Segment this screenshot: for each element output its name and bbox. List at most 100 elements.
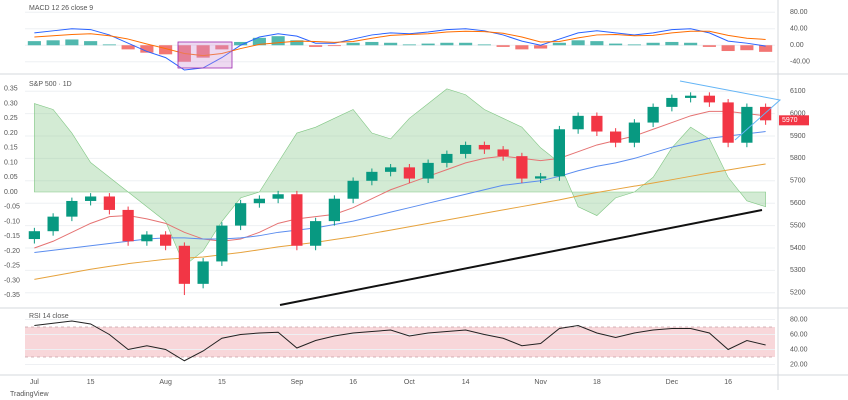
candle-body <box>478 144 490 150</box>
candle-body <box>741 106 753 143</box>
histogram-bar <box>121 45 135 50</box>
candle-body <box>103 196 115 210</box>
highlight-box <box>177 41 233 69</box>
candle-body <box>366 171 378 181</box>
histogram-bar <box>609 43 623 46</box>
histogram-bar <box>46 40 60 46</box>
x-tick-label: 15 <box>218 379 226 386</box>
y2-tick-label: 0.35 <box>4 86 18 93</box>
candle-body <box>66 200 78 217</box>
histogram-bar <box>271 36 285 46</box>
candle-body <box>441 153 453 163</box>
candle-body <box>47 216 59 232</box>
histogram-bar <box>496 45 510 47</box>
candle-body <box>347 180 359 199</box>
x-tick-label: 18 <box>593 379 601 386</box>
candle-body <box>703 95 715 103</box>
candle-body <box>291 194 303 246</box>
candle-body <box>178 245 190 284</box>
y2-tick-label: 0.15 <box>4 145 18 152</box>
candle-body <box>422 162 434 179</box>
candle-body <box>403 167 415 179</box>
histogram-bar <box>759 45 773 52</box>
histogram-bar <box>459 42 473 46</box>
candle-body <box>610 131 622 143</box>
x-tick-label: Sep <box>291 379 304 386</box>
x-tick-label: Nov <box>534 379 547 386</box>
panels: 80.00 40.00 0.00 -40.00 MACD 12 26 close 9 52… <box>4 5 810 386</box>
y-tick-label: 5900 <box>790 133 806 140</box>
candle-body <box>666 97 678 107</box>
histogram-bar <box>290 40 304 46</box>
candle-body <box>722 102 734 143</box>
y2-tick-label: 0.00 <box>4 189 18 196</box>
line <box>34 320 766 362</box>
histogram-bar <box>102 44 116 46</box>
footer-logo: TradingView <box>10 391 49 398</box>
candle-body <box>497 149 509 157</box>
candle-body <box>310 221 322 246</box>
y-tick-label: 6100 <box>790 88 806 95</box>
candle-body <box>272 194 284 199</box>
y2-tick-label: -0.35 <box>4 292 20 299</box>
candle-body <box>760 106 772 121</box>
y2-tick-label: -0.30 <box>4 277 20 284</box>
histogram-bar <box>140 45 154 53</box>
y-tick-label: 5700 <box>790 178 806 185</box>
panel-title: RSI 14 close <box>29 313 69 320</box>
candle-body <box>122 209 134 242</box>
histogram-bar <box>665 41 679 46</box>
y-tick-label: 5600 <box>790 200 806 207</box>
x-tick-label: Aug <box>159 379 172 386</box>
histogram-bar <box>309 45 323 47</box>
candle-body <box>535 176 547 179</box>
x-tick-label: 15 <box>87 379 95 386</box>
y2-tick-label: -0.05 <box>4 204 20 211</box>
y2-tick-label: -0.10 <box>4 218 20 225</box>
last-price-label: 5970 <box>782 117 798 124</box>
y-tick-label: 6000 <box>790 110 806 117</box>
candle-body <box>591 115 603 132</box>
histogram-bar <box>159 45 173 55</box>
candle-body <box>216 225 228 262</box>
histogram-bar <box>234 41 248 46</box>
y-tick-label: 5200 <box>790 290 806 297</box>
histogram-bar <box>627 44 641 46</box>
candle-body <box>85 196 97 201</box>
histogram-bar <box>84 41 98 46</box>
x-tick-label: Jul <box>30 379 39 386</box>
line <box>34 110 766 249</box>
y-tick-label: 5300 <box>790 267 806 274</box>
candle-body <box>28 231 40 240</box>
line <box>34 131 766 253</box>
candle-body <box>516 156 528 179</box>
histogram-bar <box>552 42 566 46</box>
candle-body <box>572 115 584 130</box>
histogram-bar <box>196 45 210 58</box>
histogram-bar <box>515 45 529 50</box>
y2-tick-label: 0.10 <box>4 159 18 166</box>
rsi-band <box>25 327 775 357</box>
panel-title: S&P 500 · 1D <box>29 81 72 88</box>
x-tick-label: 16 <box>724 379 732 386</box>
histogram-bar <box>365 41 379 46</box>
y2-tick-label: -0.15 <box>4 233 20 240</box>
line <box>34 163 766 280</box>
last-price-box <box>779 115 809 126</box>
y2-tick-label: 0.30 <box>4 100 18 107</box>
y-tick-label: 0.00 <box>790 42 804 49</box>
y2-tick-label: 0.25 <box>4 115 18 122</box>
histogram-bar <box>384 42 398 46</box>
histogram-bar <box>215 45 229 50</box>
y-tick-label: 5500 <box>790 222 806 229</box>
histogram-bar <box>477 44 491 46</box>
candle-body <box>235 203 247 226</box>
candle-body <box>647 106 659 123</box>
candle-body <box>160 234 172 246</box>
candle-body <box>685 95 697 98</box>
candle-body <box>197 261 209 284</box>
x-tick-label: Dec <box>666 379 679 386</box>
line <box>34 30 766 57</box>
histogram-bar <box>65 39 79 46</box>
